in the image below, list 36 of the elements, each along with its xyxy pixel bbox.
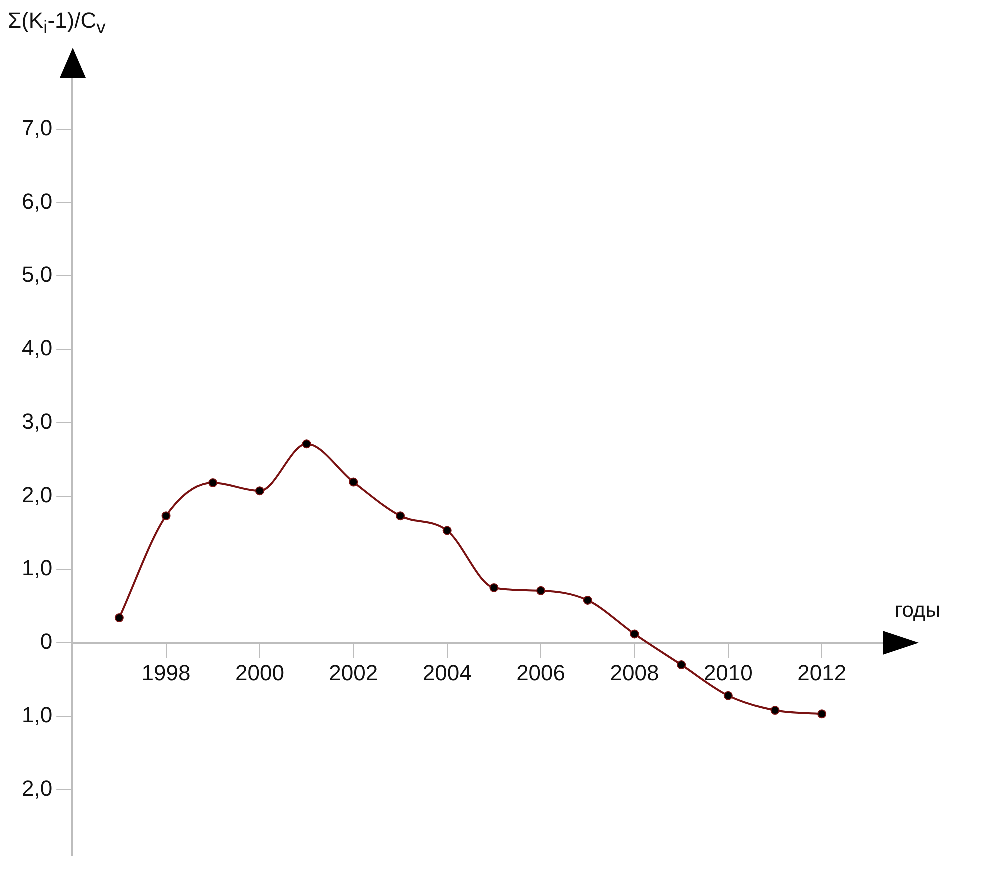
point: [162, 512, 171, 521]
x-tick-label: 2006: [516, 660, 566, 686]
point: [818, 710, 827, 719]
x-tick-label: 2004: [422, 660, 472, 686]
x-tick-label: 2008: [610, 660, 660, 686]
y-tick-label: 2,0: [22, 482, 53, 508]
y-tick-label: 5,0: [22, 262, 53, 288]
x-tick-label: 2012: [798, 660, 847, 686]
y-tick-label: 1,0: [22, 702, 53, 728]
x-tick-label: 2000: [235, 660, 284, 686]
point: [536, 586, 546, 596]
point: [349, 478, 358, 487]
y-tick-label: 0: [40, 629, 53, 654]
point: [490, 583, 499, 592]
point: [442, 526, 452, 536]
y-tick-label: 2,0: [22, 776, 53, 801]
y-tick-label: 1,0: [22, 556, 53, 581]
x-tick-label: 2010: [704, 660, 753, 686]
point: [255, 486, 264, 496]
y-tick-label: 6,0: [22, 188, 53, 214]
point: [630, 630, 640, 639]
point: [583, 596, 592, 605]
point: [114, 614, 124, 623]
x-axis-title: годы: [895, 599, 941, 623]
point: [677, 660, 686, 670]
point: [724, 691, 733, 700]
y-tick-label: 3,0: [22, 408, 53, 434]
y-tick-label: 4,0: [22, 336, 53, 361]
x-tick-label: 1998: [142, 660, 191, 686]
point: [770, 706, 780, 716]
point: [208, 478, 218, 488]
point: [302, 440, 312, 449]
y-tick-label: 7,0: [22, 115, 53, 140]
point: [396, 512, 405, 521]
y-axis-title: Σ(K$_{i}$-1)/C$_{v}$: [8, 8, 106, 38]
x-tick-label: 2002: [329, 660, 378, 686]
